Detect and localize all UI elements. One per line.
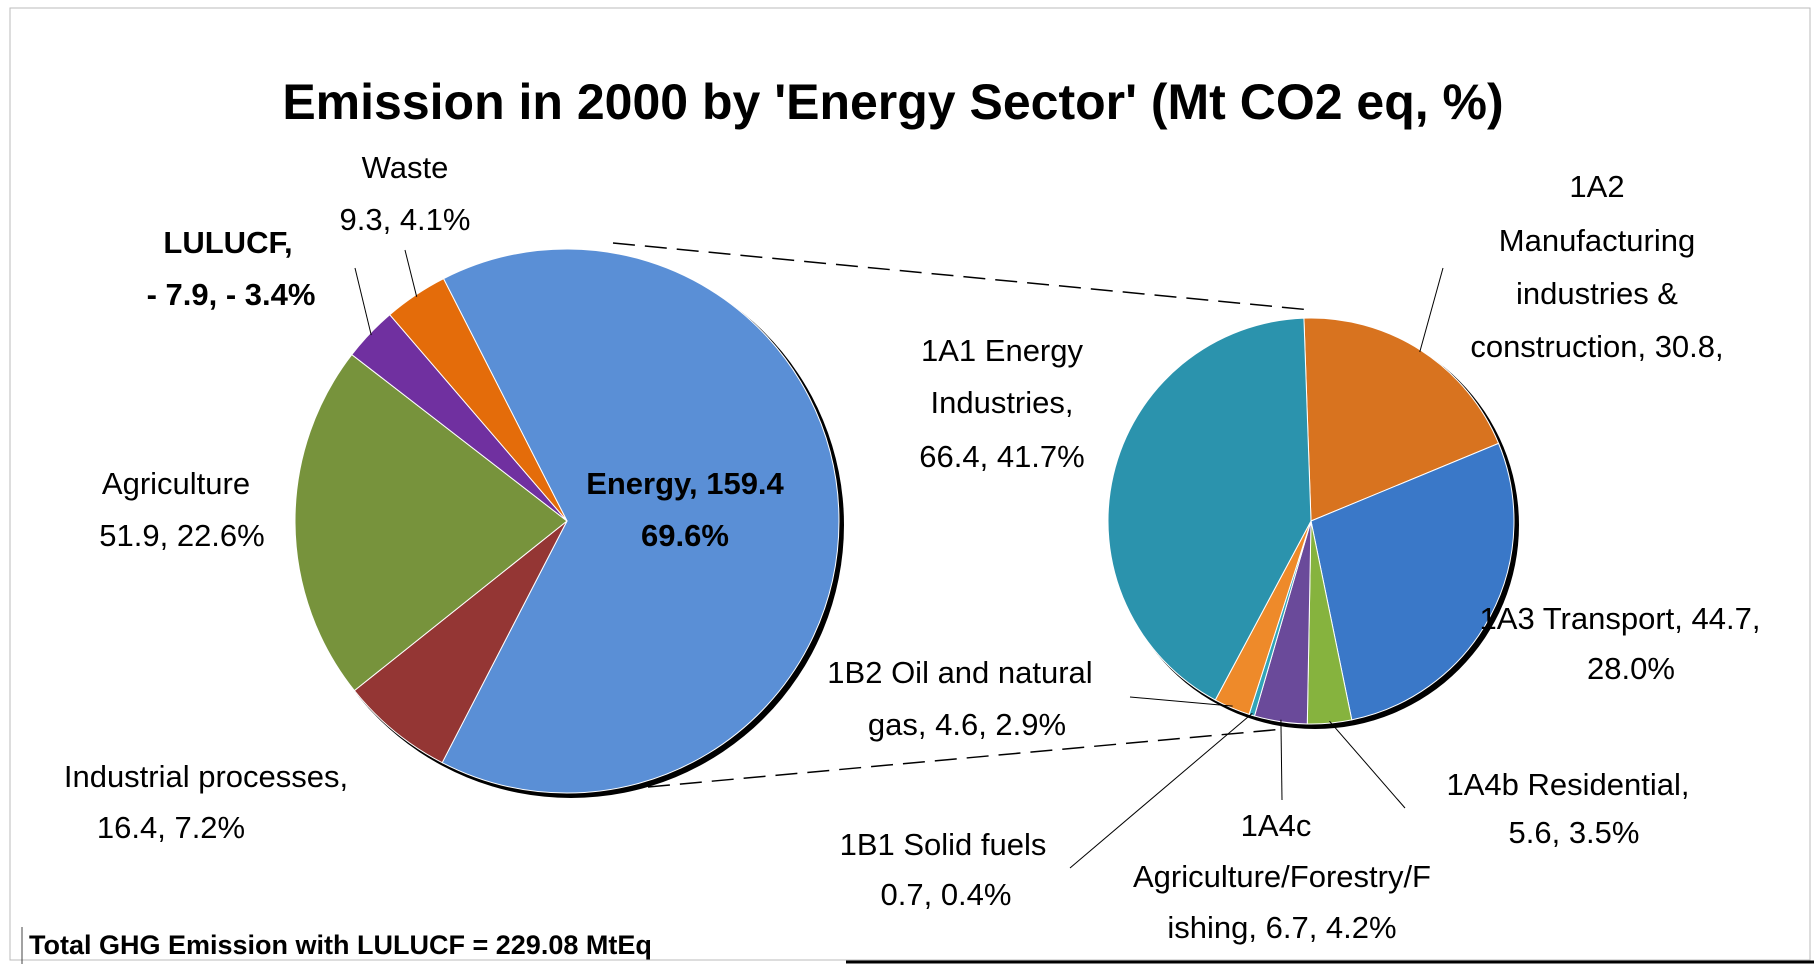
data-label: Agriculture bbox=[102, 466, 250, 501]
connector bbox=[647, 728, 1285, 788]
data-label: 9.3, 4.1% bbox=[340, 202, 471, 237]
data-label: 1A4b Residential, bbox=[1447, 767, 1690, 802]
pie-slice bbox=[1107, 317, 1312, 701]
leader-line bbox=[1129, 696, 1233, 707]
data-label: 5.6, 3.5% bbox=[1509, 815, 1640, 850]
pie-slice bbox=[389, 277, 568, 522]
data-label: ishing, 6.7, 4.2% bbox=[1167, 910, 1396, 945]
leader-line bbox=[1419, 267, 1444, 353]
data-label: 28.0% bbox=[1587, 651, 1675, 686]
data-label: 66.4, 41.7% bbox=[919, 439, 1084, 474]
data-label: 51.9, 22.6% bbox=[99, 518, 264, 553]
total-note: Total GHG Emission with LULUCF = 229.08 … bbox=[29, 930, 652, 960]
data-label: 1B2 Oil and natural bbox=[827, 655, 1092, 690]
data-label: gas, 4.6, 2.9% bbox=[868, 707, 1066, 742]
data-label: - 7.9, - 3.4% bbox=[147, 277, 316, 312]
data-label: Manufacturing bbox=[1499, 223, 1695, 258]
data-label: 69.6% bbox=[641, 518, 729, 553]
pie-slice bbox=[353, 520, 568, 764]
data-label: Industries, bbox=[930, 385, 1073, 420]
data-label: Agriculture/Forestry/F bbox=[1133, 859, 1431, 894]
pie-slice bbox=[294, 353, 568, 692]
leader-line bbox=[404, 249, 418, 297]
data-label: 1A3 Transport, 44.7, bbox=[1480, 601, 1761, 636]
leader-line bbox=[1329, 720, 1406, 809]
data-label: Industrial processes, bbox=[64, 759, 348, 794]
leader-line bbox=[1280, 719, 1283, 801]
data-label: 1B1 Solid fuels bbox=[840, 827, 1047, 862]
pie-slice bbox=[1310, 442, 1515, 721]
data-label: Waste bbox=[362, 150, 449, 185]
connector bbox=[612, 242, 1312, 311]
pie-slice bbox=[441, 248, 840, 794]
data-label: LULUCF, bbox=[163, 225, 292, 260]
data-label: Energy, 159.4 bbox=[586, 466, 784, 501]
leader-line bbox=[354, 267, 372, 336]
data-label: construction, 30.8, bbox=[1470, 329, 1723, 364]
chart-title: Emission in 2000 by 'Energy Sector' (Mt … bbox=[282, 74, 1503, 130]
frame bbox=[9, 7, 1811, 961]
leader-line bbox=[1069, 712, 1253, 869]
data-label: 1A2 bbox=[1569, 169, 1624, 204]
data-label: industries & bbox=[1516, 276, 1678, 311]
pie-slice bbox=[1303, 317, 1500, 522]
data-label: 0.7, 0.4% bbox=[881, 877, 1012, 912]
data-label: 1A4c bbox=[1241, 808, 1312, 843]
data-label: 16.4, 7.2% bbox=[97, 810, 245, 845]
data-label: 1A1 Energy bbox=[921, 333, 1083, 368]
